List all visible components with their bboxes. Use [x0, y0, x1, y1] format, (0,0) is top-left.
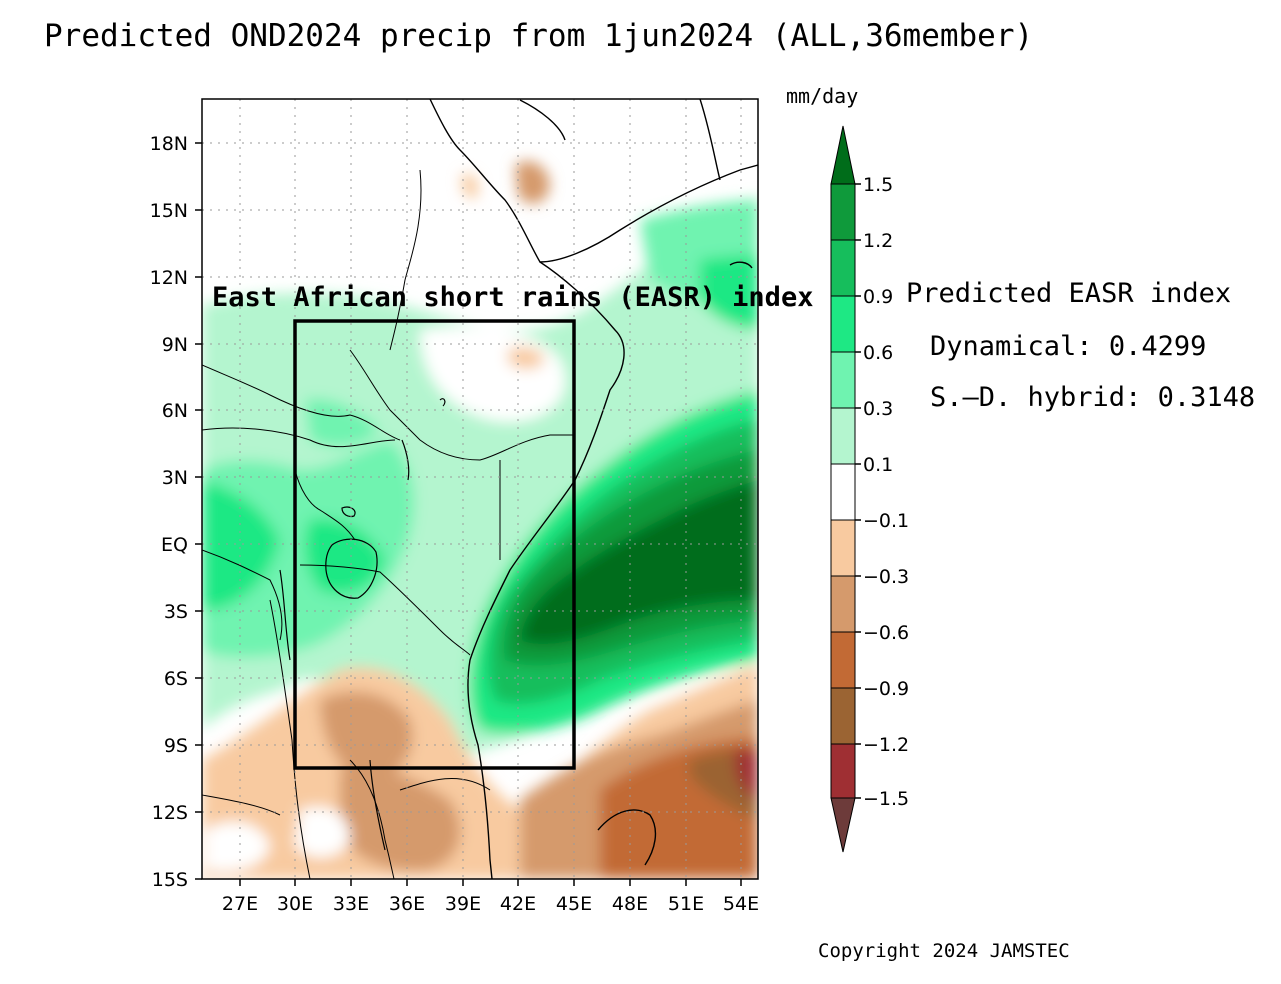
easr-index-panel: Predicted EASR index Dynamical: 0.4299 S… [906, 278, 1255, 433]
lon-tick-label: 39E [445, 893, 481, 915]
lat-tick-label: EQ [161, 534, 188, 556]
lat-tick-labels: 18N 15N 12N 9N 6N 3N EQ 3S 6S 9S 12S 15S [150, 133, 188, 891]
copyright-notice: Copyright 2024 JAMSTEC [818, 940, 1070, 962]
gridlines [202, 99, 758, 879]
colorbar-segment [830, 631, 856, 689]
colorbar-segment [830, 295, 856, 353]
lat-tick-label: 15S [152, 869, 188, 891]
colorbar-label: 1.5 [863, 174, 893, 196]
axis-ticks [195, 142, 742, 886]
colorbar-top-arrow [830, 125, 856, 185]
colorbar-label: −0.1 [863, 510, 909, 532]
hybrid-row: S.–D. hybrid: 0.3148 [930, 382, 1255, 413]
lon-tick-label: 33E [333, 893, 369, 915]
lat-tick-label: 12S [152, 802, 188, 824]
country-borders [202, 169, 575, 879]
region-title: East African short rains (EASR) index [212, 282, 813, 313]
easr-region-box [293, 319, 576, 770]
colorbar-segment [830, 183, 856, 241]
lat-tick-label: 12N [150, 267, 188, 289]
colorbar-label: −1.2 [863, 734, 909, 756]
colorbar-segment [830, 687, 856, 745]
lon-tick-label: 51E [668, 893, 704, 915]
dynamical-value: 0.4299 [1108, 331, 1207, 362]
lon-tick-labels: 27E 30E 33E 36E 39E 42E 45E 48E 51E 54E [222, 893, 759, 915]
lon-tick-label: 27E [222, 893, 258, 915]
lat-tick-label: 6N [162, 400, 188, 422]
lon-tick-label: 54E [723, 893, 759, 915]
colorbar-label: −0.3 [863, 566, 909, 588]
lat-tick-label: 15N [150, 200, 188, 222]
colorbar-segment [830, 239, 856, 297]
colorbar-bottom-arrow [830, 797, 856, 853]
colorbar-label: −1.5 [863, 788, 909, 810]
colorbar-segment [830, 351, 856, 409]
lat-tick-label: 18N [150, 133, 188, 155]
lat-tick-label: 3N [162, 467, 188, 489]
colorbar-segment [830, 519, 856, 577]
lon-tick-label: 48E [612, 893, 648, 915]
lat-tick-label: 3S [164, 601, 188, 623]
colorbar-label: −0.9 [863, 678, 909, 700]
colorbar-label: 0.9 [863, 286, 893, 308]
lon-tick-label: 30E [277, 893, 313, 915]
coastlines [429, 99, 758, 879]
lon-tick-label: 45E [556, 893, 592, 915]
hybrid-label: S.–D. hybrid: [930, 382, 1142, 413]
index-heading: Predicted EASR index [906, 278, 1232, 309]
colorbar-label: 0.6 [863, 342, 893, 364]
colorbar-label: 0.3 [863, 398, 893, 420]
lat-tick-label: 6S [164, 668, 188, 690]
colorbar-units: mm/day [786, 84, 859, 108]
map-frame [201, 98, 759, 880]
dynamical-row: Dynamical: 0.4299 [930, 331, 1255, 362]
lon-tick-label: 36E [389, 893, 425, 915]
colorbar-label: −0.6 [863, 622, 909, 644]
lon-tick-label: 42E [500, 893, 536, 915]
precip-field [202, 99, 758, 879]
figure-title: Predicted OND2024 precip from 1jun2024 (… [44, 18, 1034, 54]
dynamical-label: Dynamical: [930, 331, 1093, 362]
colorbar-segment [830, 743, 856, 799]
hybrid-value: 0.3148 [1157, 382, 1256, 413]
colorbar-segment [830, 575, 856, 633]
lat-tick-label: 9N [162, 334, 188, 356]
colorbar-label: 0.1 [863, 454, 893, 476]
colorbar: 1.5 1.2 0.9 0.6 0.3 0.1 −0.1 −0.3 −0.6 −… [830, 125, 909, 853]
colorbar-segment [830, 463, 856, 521]
colorbar-label: 1.2 [863, 230, 893, 252]
colorbar-segment [830, 407, 856, 465]
lat-tick-label: 9S [164, 735, 188, 757]
